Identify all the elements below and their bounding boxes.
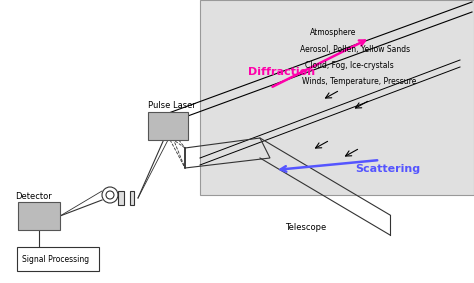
Bar — [118, 191, 124, 205]
Text: Scattering: Scattering — [355, 164, 420, 174]
Text: Telescope: Telescope — [285, 223, 326, 232]
Text: Cloud, Fog, Ice-crystals: Cloud, Fog, Ice-crystals — [305, 61, 394, 70]
Text: Atmosphere: Atmosphere — [310, 28, 356, 37]
FancyBboxPatch shape — [17, 247, 99, 271]
FancyBboxPatch shape — [148, 112, 188, 140]
FancyBboxPatch shape — [18, 202, 60, 230]
Text: Winds, Temperature, Pressure: Winds, Temperature, Pressure — [302, 77, 416, 86]
Text: Diffraction: Diffraction — [248, 67, 315, 77]
Bar — [200, 0, 474, 195]
Text: Signal Processing: Signal Processing — [22, 255, 89, 264]
Text: Detector: Detector — [15, 192, 52, 201]
Text: Pulse Laser: Pulse Laser — [148, 101, 196, 110]
Text: Aerosol, Pollen, Yellow Sands: Aerosol, Pollen, Yellow Sands — [300, 45, 410, 54]
Bar — [130, 191, 134, 205]
